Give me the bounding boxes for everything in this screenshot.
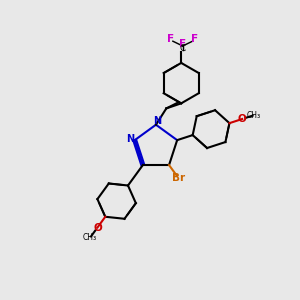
Text: N: N [153,116,161,126]
Text: Br: Br [172,172,185,183]
Text: CH₃: CH₃ [83,233,97,242]
Text: CH₃: CH₃ [247,111,261,120]
Text: F: F [167,34,174,44]
Text: N: N [126,134,134,144]
Text: F: F [191,34,198,44]
Text: F: F [179,39,186,49]
Text: C: C [180,44,186,52]
Text: O: O [238,114,247,124]
Text: O: O [93,223,102,232]
